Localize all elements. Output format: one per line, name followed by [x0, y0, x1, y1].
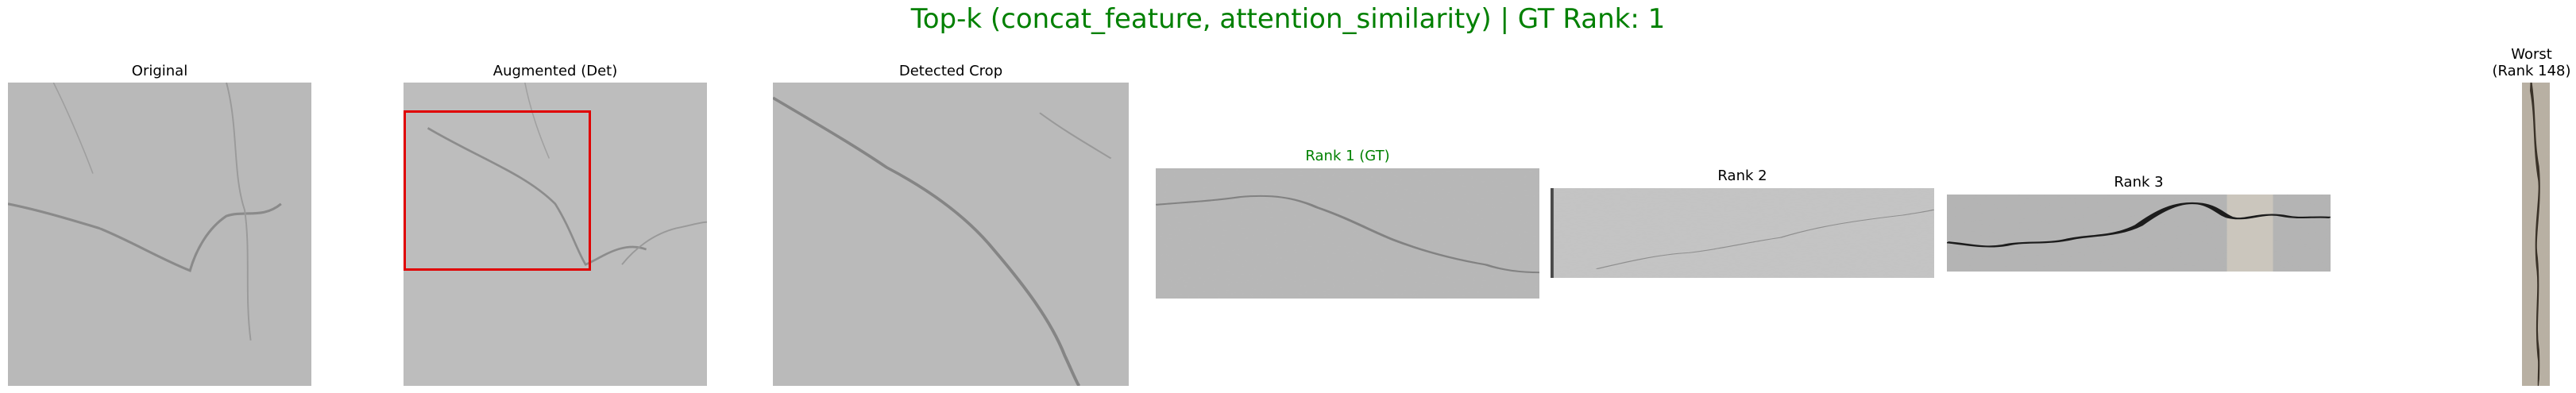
original-caption: Original — [131, 63, 188, 79]
augmented-image — [404, 83, 707, 386]
detection-box — [404, 110, 591, 271]
rank1-image — [1156, 168, 1539, 299]
rank2-caption: Rank 2 — [1717, 168, 1767, 184]
rank2-image — [1551, 188, 1934, 278]
crop-caption: Detected Crop — [898, 63, 1003, 79]
rank3-caption: Rank 3 — [2114, 174, 2164, 191]
rank1-caption: Rank 1 (GT) — [1305, 148, 1390, 164]
worst-image — [2522, 83, 2550, 386]
worst-caption-line1: Worst — [2511, 46, 2552, 63]
rank3-image — [1947, 195, 2331, 272]
augmented-caption: Augmented (Det) — [492, 63, 618, 79]
original-image — [8, 83, 311, 386]
crop-image — [773, 83, 1129, 386]
figure-title: Top-k (concat_feature, attention_similar… — [910, 3, 1666, 35]
worst-caption-line2: (Rank 148) — [2492, 63, 2571, 79]
